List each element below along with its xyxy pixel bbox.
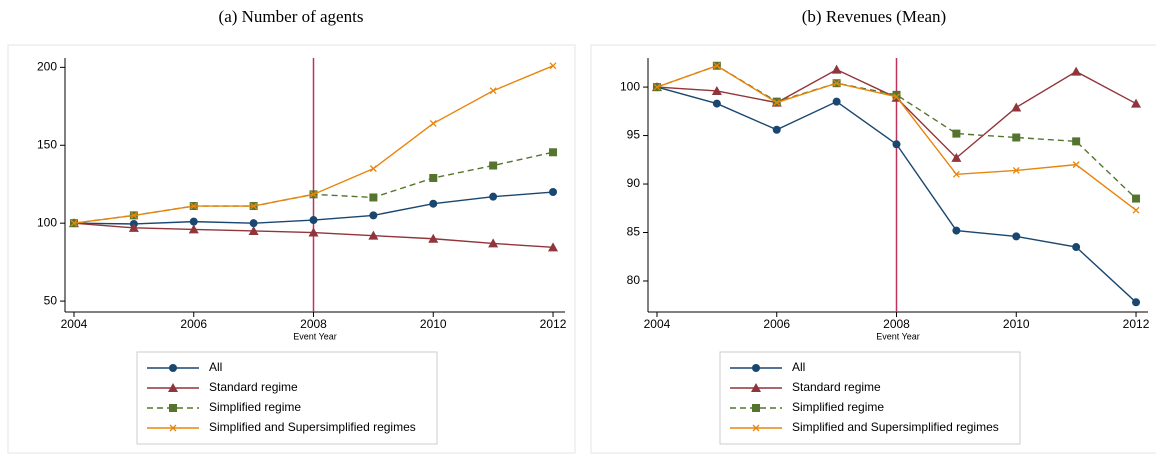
marker	[250, 202, 258, 210]
marker	[892, 140, 901, 149]
x-tick-label: 2008	[883, 317, 910, 331]
marker	[488, 238, 499, 248]
x-tick-label: 2010	[1003, 317, 1030, 331]
marker	[1012, 166, 1020, 174]
y-tick-label: 200	[37, 60, 57, 74]
marker	[772, 125, 781, 134]
x-tick-label: 2004	[61, 317, 88, 331]
marker	[489, 87, 497, 95]
x-tick-label: 2006	[763, 317, 790, 331]
marker	[369, 165, 377, 173]
marker	[489, 161, 498, 170]
marker	[549, 188, 558, 197]
marker	[429, 199, 438, 208]
marker	[369, 193, 378, 202]
y-tick-label: 85	[627, 225, 641, 239]
marker	[653, 83, 661, 91]
marker	[1071, 66, 1082, 76]
marker	[128, 222, 139, 232]
legend-label: Simplified regime	[792, 400, 884, 414]
legend-label: Standard regime	[792, 380, 881, 394]
marker	[428, 233, 439, 243]
marker	[833, 79, 841, 87]
panel-title: (a) Number of agents	[219, 7, 364, 26]
marker	[951, 152, 962, 162]
legend-label: All	[792, 360, 805, 374]
x-tick-label: 2008	[300, 317, 327, 331]
marker	[1072, 243, 1081, 252]
y-tick-label: 95	[627, 128, 641, 142]
marker	[369, 211, 378, 220]
legend-marker	[752, 404, 760, 412]
legend-label: Simplified and Supersimplified regimes	[209, 420, 416, 434]
y-tick-label: 50	[44, 293, 58, 307]
marker	[429, 173, 438, 182]
panel-title: (b) Revenues (Mean)	[802, 7, 946, 26]
y-tick-label: 100	[37, 215, 57, 229]
legend-label: Simplified and Supersimplified regimes	[792, 420, 999, 434]
legend-marker	[168, 383, 178, 392]
x-tick-label: 2012	[540, 317, 567, 331]
marker	[189, 217, 198, 226]
marker	[1072, 137, 1081, 146]
marker	[1132, 194, 1141, 203]
marker	[952, 129, 961, 138]
marker	[549, 62, 557, 70]
marker	[832, 97, 841, 106]
legend-marker	[752, 364, 760, 372]
marker	[308, 227, 319, 237]
marker	[892, 90, 901, 99]
marker	[952, 170, 960, 178]
legend-label: Standard regime	[209, 380, 298, 394]
legend-marker	[751, 383, 761, 392]
marker	[713, 62, 721, 70]
marker	[1012, 232, 1021, 241]
legend-label: Simplified regime	[209, 400, 301, 414]
y-tick-label: 100	[620, 79, 640, 93]
marker	[1132, 206, 1140, 214]
marker	[1132, 298, 1141, 307]
x-tick-label: 2004	[644, 317, 671, 331]
marker	[309, 216, 318, 225]
legend-marker	[752, 424, 760, 432]
legend-marker	[169, 364, 177, 372]
marker	[130, 211, 138, 219]
x-axis-label: Event Year	[293, 331, 337, 341]
marker	[70, 219, 78, 227]
marker	[310, 190, 317, 198]
marker	[893, 93, 900, 101]
y-tick-label: 80	[627, 273, 641, 287]
legend-label: All	[209, 360, 222, 374]
marker	[249, 219, 258, 228]
legend-marker	[169, 404, 177, 412]
x-axis-label: Event Year	[876, 331, 920, 341]
y-tick-label: 90	[627, 176, 641, 190]
marker	[772, 97, 781, 106]
marker	[773, 99, 781, 107]
y-tick-label: 150	[37, 137, 57, 151]
x-tick-label: 2006	[180, 317, 207, 331]
marker	[952, 226, 961, 235]
marker	[368, 230, 379, 240]
marker	[1072, 161, 1080, 169]
x-tick-label: 2012	[1123, 317, 1150, 331]
marker	[711, 85, 722, 95]
marker	[549, 148, 558, 157]
legend-marker	[169, 424, 177, 432]
marker	[712, 99, 721, 108]
marker	[190, 202, 198, 210]
marker	[489, 192, 498, 201]
marker	[1012, 133, 1021, 142]
marker	[429, 119, 437, 127]
marker	[831, 64, 842, 74]
x-tick-label: 2010	[420, 317, 447, 331]
marker	[248, 225, 259, 235]
marker	[1011, 102, 1022, 112]
marker	[188, 224, 199, 234]
marker	[1131, 98, 1142, 108]
marker	[548, 242, 559, 252]
